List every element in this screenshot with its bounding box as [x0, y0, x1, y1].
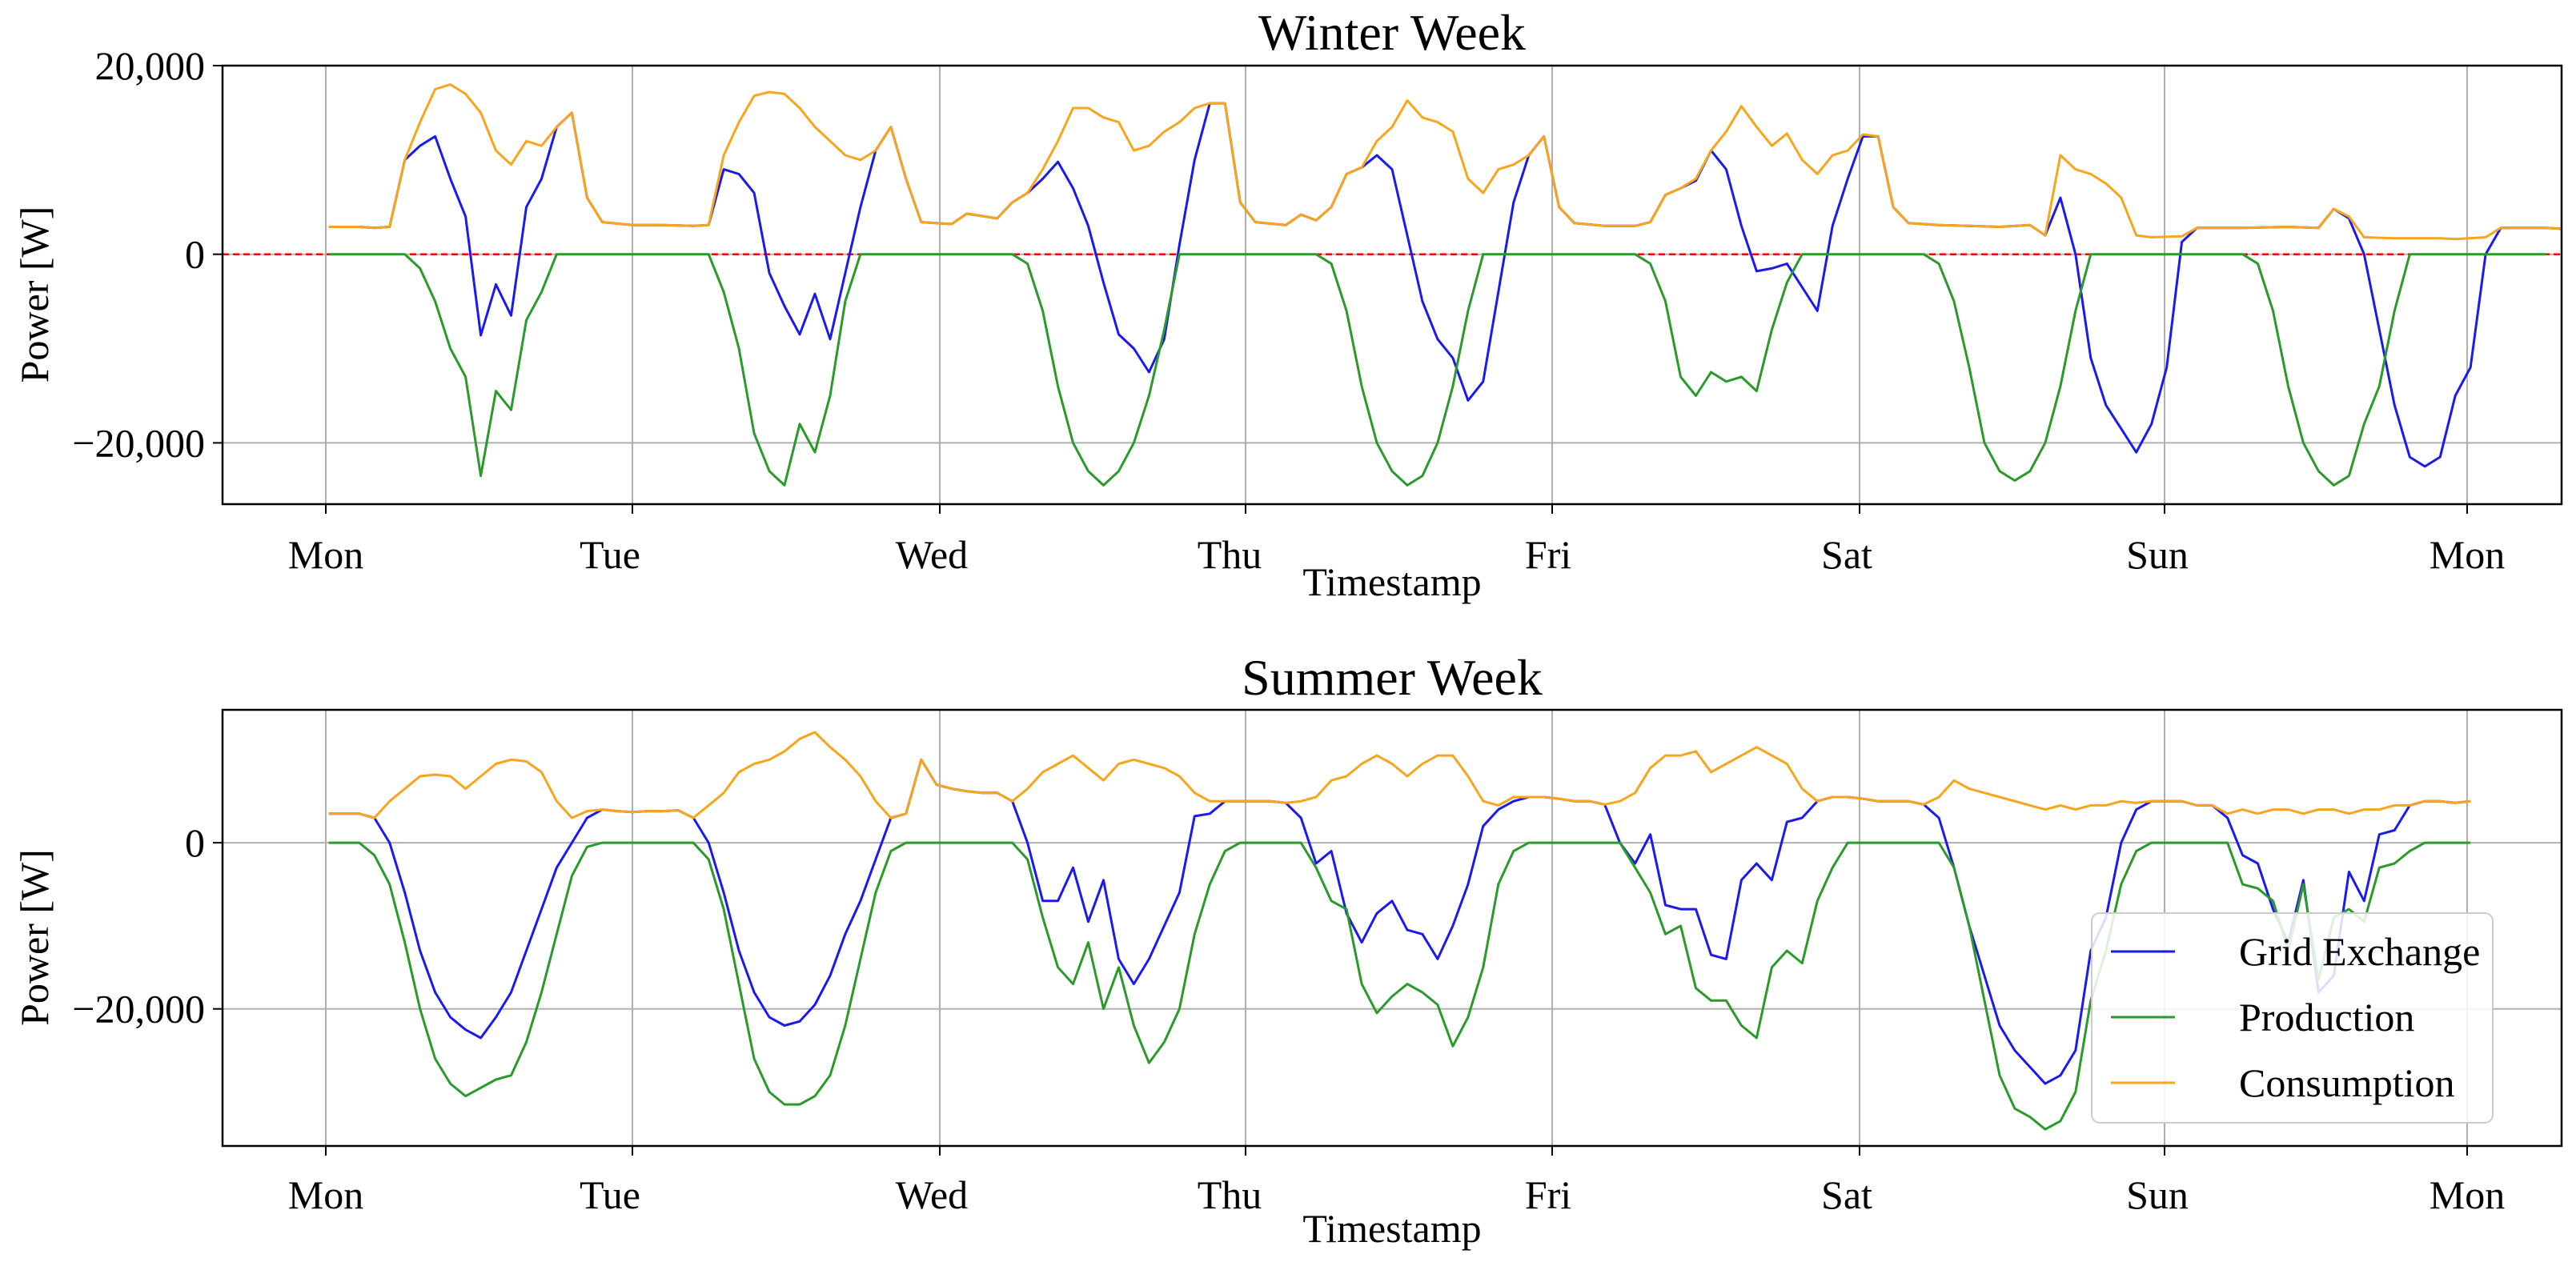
summer-series-consumption: [328, 731, 2471, 819]
legend-box: [2091, 912, 2494, 1124]
winter-x-tick-label: Sun: [2126, 532, 2189, 577]
legend-label-production: Production: [2239, 995, 2414, 1040]
winter-x-tick-label: Thu: [1198, 532, 1262, 577]
summer-x-tick-label: Thu: [1198, 1172, 1262, 1217]
summer-x-tick-label: Mon: [288, 1172, 363, 1217]
winter-x-tick-label: Mon: [2430, 532, 2505, 577]
summer-x-axis-label: Timestamp: [1302, 1206, 1481, 1251]
summer-axes-frame: [221, 708, 2563, 1148]
summer-x-tick-label: Fri: [1525, 1172, 1571, 1217]
summer-y-tick-label: 0: [185, 820, 205, 865]
summer-chart-title: Summer Week: [1242, 649, 1543, 706]
winter-x-tick-label: Sat: [1821, 532, 1872, 577]
winter-axes-frame: [221, 64, 2563, 506]
legend: Grid Exchange Production Consumption: [2091, 912, 2494, 1124]
winter-y-tick-label: 0: [185, 232, 205, 277]
winter-series-production: [328, 253, 2546, 487]
winter-x-tick-label: Fri: [1525, 532, 1571, 577]
summer-x-tick-label: Tue: [580, 1172, 640, 1217]
winter-chart-title: Winter Week: [1258, 4, 1526, 61]
summer-y-tick-label: −20,000: [72, 987, 205, 1032]
summer-x-tick-label: Wed: [896, 1172, 968, 1217]
winter-week-panel: Mon Tue Wed Thu Fri Sat Sun Mon 20,000 0 −20,000 Wi…: [12, 4, 2563, 604]
winter-series-consumption: [328, 83, 2562, 241]
summer-y-axis-label: Power [W]: [12, 849, 57, 1026]
summer-x-tick-label: Sat: [1821, 1172, 1872, 1217]
summer-x-tick-label: Mon: [2430, 1172, 2505, 1217]
winter-x-axis-label: Timestamp: [1302, 559, 1481, 604]
legend-label-grid-exchange: Grid Exchange: [2239, 929, 2480, 974]
summer-x-tick-label: Sun: [2126, 1172, 2189, 1217]
winter-y-tick-label: −20,000: [72, 420, 205, 465]
winter-x-tick-label: Wed: [896, 532, 968, 577]
legend-label-consumption: Consumption: [2239, 1060, 2454, 1105]
summer-series-grid-exchange: [328, 758, 2471, 1085]
winter-x-tick-label: Tue: [580, 532, 640, 577]
winter-y-tick-label: 20,000: [95, 43, 206, 88]
winter-x-tick-label: Mon: [288, 532, 363, 577]
winter-y-axis-label: Power [W]: [12, 206, 57, 383]
summer-week-panel: Mon Tue Wed Thu Fri Sat Sun Mon 0 −20,000 Summer W…: [12, 649, 2563, 1251]
